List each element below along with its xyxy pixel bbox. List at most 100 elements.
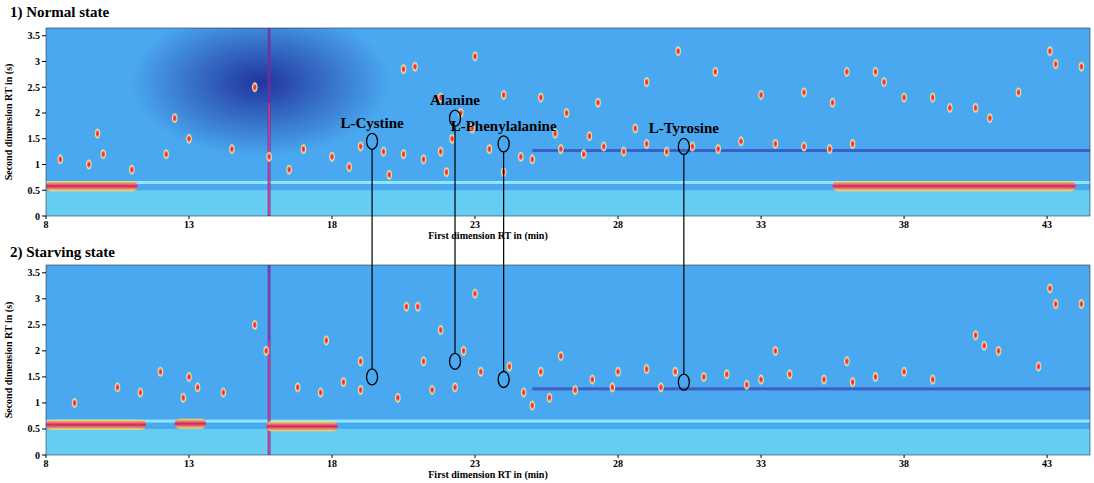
- bleed-line: [532, 149, 1090, 152]
- peak: [738, 136, 744, 147]
- peak: [500, 89, 506, 100]
- peak: [386, 169, 392, 180]
- peak: [821, 374, 827, 385]
- peak: [586, 131, 592, 142]
- y-tick-label: 3.5: [28, 267, 41, 278]
- peak: [180, 392, 186, 403]
- peak: [300, 144, 306, 155]
- peak: [1015, 87, 1021, 98]
- low-region: [46, 429, 1090, 455]
- y-tick-label: 1.5: [28, 371, 41, 382]
- peak: [643, 77, 649, 88]
- peak: [346, 162, 352, 173]
- peak: [849, 377, 855, 388]
- x-tick-label: 43: [1042, 219, 1052, 230]
- peak: [744, 379, 750, 390]
- x-axis-title: First dimension RT in (min): [428, 230, 547, 242]
- peak: [772, 138, 778, 149]
- peak: [1078, 299, 1084, 310]
- y-tick-label: 1.5: [28, 133, 41, 144]
- peak: [186, 371, 192, 382]
- peak: [643, 364, 649, 375]
- y-tick: [42, 272, 46, 273]
- peak: [901, 92, 907, 103]
- peak: [758, 89, 764, 100]
- peak: [772, 345, 778, 356]
- peak: [420, 356, 426, 367]
- y-axis-title: Second dimension RT in (s): [3, 302, 15, 419]
- peak: [420, 154, 426, 165]
- peak: [186, 133, 192, 144]
- y-tick: [42, 164, 46, 165]
- peak: [443, 167, 449, 178]
- peak: [415, 301, 421, 312]
- peak: [317, 387, 323, 398]
- peak: [672, 366, 678, 377]
- panel: 2) Starving state00.511.522.533.58131823…: [3, 244, 1090, 481]
- peak: [658, 382, 664, 393]
- peak: [472, 288, 478, 299]
- peak: [57, 154, 63, 165]
- peak: [86, 159, 92, 170]
- peak: [844, 356, 850, 367]
- peak: [395, 392, 401, 403]
- x-tick-label: 8: [44, 458, 49, 469]
- x-tick-label: 33: [756, 219, 766, 230]
- peak: [563, 107, 569, 118]
- peak: [357, 384, 363, 395]
- low-region: [46, 190, 1090, 216]
- peak: [621, 146, 627, 157]
- peak: [558, 351, 564, 362]
- y-tick-label: 2.5: [28, 82, 41, 93]
- connector: [683, 154, 684, 374]
- peak: [675, 46, 681, 57]
- x-tick-label: 13: [184, 458, 194, 469]
- y-tick: [42, 35, 46, 36]
- peak: [329, 151, 335, 162]
- peak: [380, 146, 386, 157]
- panel-title: 1) Normal state: [10, 4, 109, 21]
- peak: [114, 382, 120, 393]
- chart-root: 1) Normal state00.511.522.533.5813182328…: [0, 0, 1094, 483]
- peak: [829, 97, 835, 108]
- y-tick-label: 3: [35, 56, 40, 67]
- peak: [901, 366, 907, 377]
- bleed-line: [532, 387, 1090, 390]
- peak: [340, 377, 346, 388]
- connector: [371, 149, 372, 369]
- peak: [266, 151, 272, 162]
- x-tick-label: 28: [613, 219, 623, 230]
- plot-area: [46, 28, 1090, 216]
- y-tick: [42, 402, 46, 403]
- peak: [129, 164, 135, 175]
- peak: [615, 366, 621, 377]
- peak: [529, 400, 535, 411]
- peak: [529, 154, 535, 165]
- y-tick: [42, 138, 46, 139]
- peak: [663, 146, 669, 157]
- peak: [460, 345, 466, 356]
- peak: [357, 356, 363, 367]
- y-tick: [42, 216, 46, 217]
- streak-core: [269, 340, 270, 455]
- peak: [449, 133, 455, 144]
- peak: [972, 330, 978, 341]
- compound-label: Alanine: [430, 92, 480, 108]
- peak: [157, 366, 163, 377]
- peak: [558, 144, 564, 155]
- peak: [100, 149, 106, 160]
- compound-marker: [678, 374, 689, 390]
- peak: [412, 61, 418, 72]
- peak: [518, 151, 524, 162]
- peak: [1035, 361, 1041, 372]
- plot-background: [46, 265, 1090, 455]
- compound-marker: [450, 353, 461, 369]
- band: [46, 181, 138, 191]
- connectors: [372, 126, 684, 374]
- compound-labels: L-CystineAlanineL-PhenylalanineL-Tyrosin…: [340, 92, 719, 136]
- y-tick-label: 2: [35, 345, 40, 356]
- y-tick-label: 0.5: [28, 423, 41, 434]
- connector: [503, 152, 504, 372]
- y-tick-label: 1: [35, 159, 40, 170]
- peak: [712, 66, 718, 77]
